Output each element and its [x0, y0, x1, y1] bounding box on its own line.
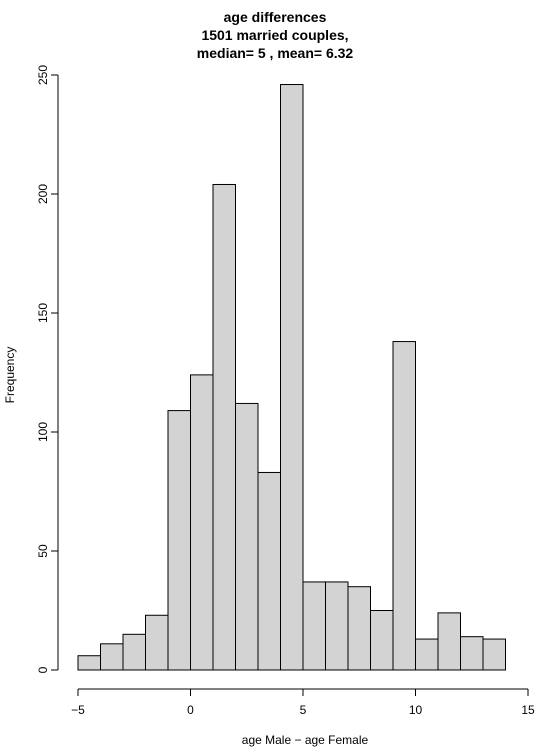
histogram-bar	[212, 183, 236, 671]
y-tick-label: 150	[36, 303, 50, 323]
y-axis-label: Frequency	[3, 346, 17, 404]
x-axis: −5 0 5 10 15	[71, 688, 535, 717]
histogram-bar	[325, 581, 349, 671]
histogram-bar	[257, 471, 281, 671]
histogram-bar	[347, 586, 371, 671]
histogram-bar	[122, 633, 146, 671]
histogram-bar	[167, 410, 191, 671]
histogram-bars	[77, 84, 506, 671]
histogram-bar	[437, 612, 461, 671]
histogram-bar	[482, 638, 506, 671]
histogram-bar	[370, 610, 394, 671]
y-tick-label: 50	[36, 544, 50, 558]
y-tick-label: 250	[36, 65, 50, 85]
x-tick-label: −5	[71, 703, 85, 717]
y-tick-label: 200	[36, 184, 50, 204]
histogram-bar	[302, 581, 326, 671]
histogram-bar	[460, 636, 484, 671]
chart-title-line-3: median= 5 , mean= 6.32	[196, 45, 354, 61]
histogram-bar	[190, 374, 214, 671]
chart-title-line-1: age differences	[223, 9, 327, 25]
histogram-bar	[100, 643, 124, 671]
x-tick-label: 5	[300, 703, 307, 717]
x-tick-label: 15	[521, 703, 535, 717]
x-tick-label: 0	[187, 703, 194, 717]
histogram-bar	[145, 614, 169, 671]
x-axis-label: age Male − age Female	[241, 733, 369, 747]
x-tick-label: 10	[409, 703, 423, 717]
y-tick-label: 100	[36, 422, 50, 442]
y-axis: 0 50 100 150 200 250	[36, 65, 59, 673]
y-tick-label: 0	[36, 666, 50, 673]
chart-title-line-2: 1501 married couples,	[201, 27, 349, 43]
histogram-bar	[235, 402, 259, 671]
histogram-bar	[415, 638, 439, 671]
histogram-bar	[280, 84, 304, 671]
histogram-bar	[392, 341, 416, 671]
histogram-bar	[77, 655, 101, 671]
